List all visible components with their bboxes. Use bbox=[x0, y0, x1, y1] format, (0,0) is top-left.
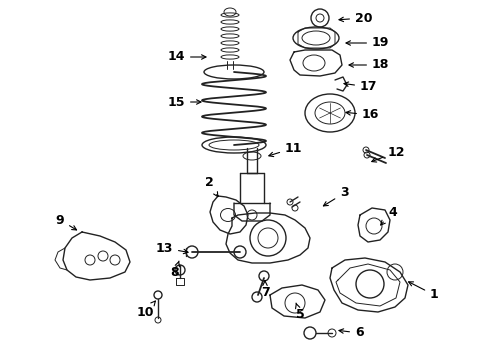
Text: 8: 8 bbox=[171, 261, 179, 279]
Text: 10: 10 bbox=[136, 301, 155, 320]
Text: 2: 2 bbox=[205, 176, 218, 197]
Text: 17: 17 bbox=[344, 81, 377, 94]
Text: 5: 5 bbox=[295, 303, 304, 321]
Text: 16: 16 bbox=[346, 108, 379, 122]
Text: 4: 4 bbox=[381, 206, 397, 225]
Text: 12: 12 bbox=[372, 145, 406, 162]
Text: 11: 11 bbox=[269, 141, 302, 157]
Text: 7: 7 bbox=[261, 281, 270, 300]
Text: 1: 1 bbox=[409, 282, 439, 302]
Text: 18: 18 bbox=[349, 58, 390, 72]
Text: 19: 19 bbox=[346, 36, 390, 49]
Text: 14: 14 bbox=[168, 50, 206, 63]
Text: 15: 15 bbox=[168, 95, 201, 108]
Text: 6: 6 bbox=[339, 327, 364, 339]
Text: 20: 20 bbox=[339, 12, 372, 24]
Text: 13: 13 bbox=[156, 242, 188, 255]
Text: 9: 9 bbox=[56, 213, 76, 230]
Text: 3: 3 bbox=[323, 186, 348, 206]
